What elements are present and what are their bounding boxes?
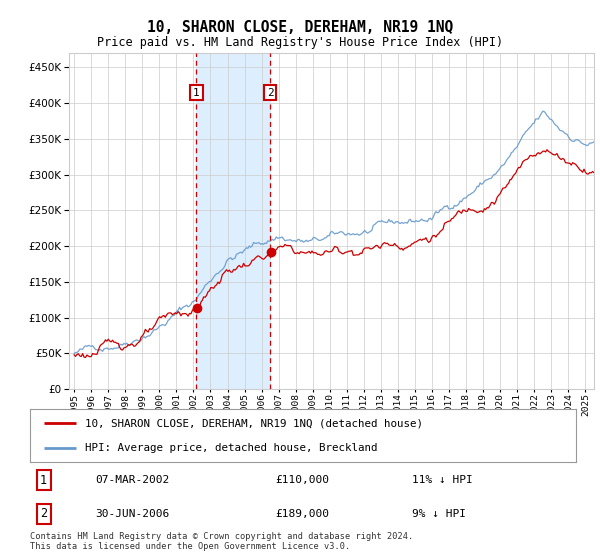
Text: 1: 1: [193, 87, 200, 97]
Text: 07-MAR-2002: 07-MAR-2002: [95, 475, 170, 485]
Text: 9% ↓ HPI: 9% ↓ HPI: [412, 509, 466, 519]
Text: £189,000: £189,000: [276, 509, 330, 519]
Text: HPI: Average price, detached house, Breckland: HPI: Average price, detached house, Brec…: [85, 442, 377, 452]
Text: 10, SHARON CLOSE, DEREHAM, NR19 1NQ (detached house): 10, SHARON CLOSE, DEREHAM, NR19 1NQ (det…: [85, 418, 422, 428]
Text: 1: 1: [40, 474, 47, 487]
Text: 2: 2: [40, 507, 47, 520]
Text: 2: 2: [267, 87, 274, 97]
Text: 30-JUN-2006: 30-JUN-2006: [95, 509, 170, 519]
Bar: [196, 53, 270, 389]
Text: 11% ↓ HPI: 11% ↓ HPI: [412, 475, 473, 485]
Text: £110,000: £110,000: [276, 475, 330, 485]
Text: Price paid vs. HM Land Registry's House Price Index (HPI): Price paid vs. HM Land Registry's House …: [97, 36, 503, 49]
Text: 10, SHARON CLOSE, DEREHAM, NR19 1NQ: 10, SHARON CLOSE, DEREHAM, NR19 1NQ: [147, 20, 453, 35]
Text: Contains HM Land Registry data © Crown copyright and database right 2024.
This d: Contains HM Land Registry data © Crown c…: [30, 532, 413, 552]
